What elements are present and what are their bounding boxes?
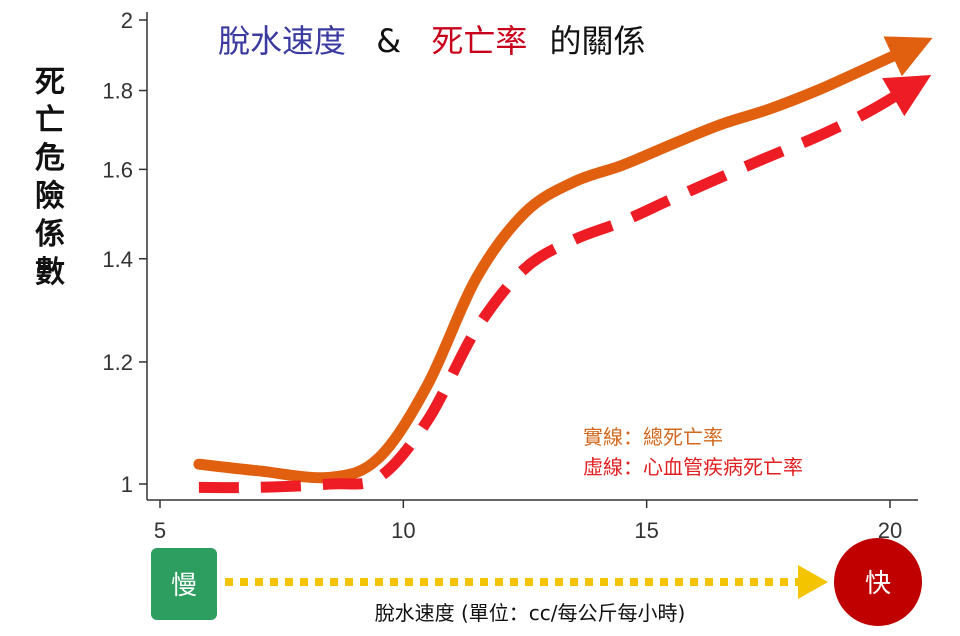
y-axis-label-char: 死 [35,65,65,100]
x-tick-label: 5 [154,518,166,543]
y-tick-label: 1.4 [102,247,133,272]
slow-badge-label: 慢 [171,571,197,601]
title-part-and: & [376,22,401,60]
series-line-total-mortality [193,36,933,484]
y-axis-label-char: 險 [35,179,65,214]
legend-entry-solid: 實線：總死亡率 [583,425,723,449]
y-tick-label: 1.2 [102,350,133,375]
x-axis-label: 脫水速度 (單位：cc/每公斤每小時) [375,601,686,625]
y-axis-label-char: 危 [35,141,65,176]
y-ticks: 1 1.2 1.4 1.6 1.8 2 [102,8,147,497]
y-tick-label: 2 [121,8,133,33]
chart-title: 脫水速度 & 死亡率 的關係 [218,22,646,60]
slow-badge [151,548,217,620]
x-tick-label: 10 [391,518,415,543]
y-axis-label-char: 係 [35,217,65,252]
x-tick-label: 15 [634,518,658,543]
fast-badge [834,538,922,626]
y-tick-label: 1.6 [102,157,133,182]
series-line-cardiovascular-mortality [198,74,932,494]
title-part-relation: 的關係 [550,22,646,60]
speed-arrow-head [798,565,828,599]
title-part-speed: 脫水速度 [218,22,346,60]
title-part-mortality: 死亡率 [431,22,527,60]
fast-badge-label: 快 [865,569,891,599]
legend-entry-dashed: 虛線：心血管疾病死亡率 [583,455,803,479]
y-tick-label: 1 [121,472,133,497]
x-ticks: 5 10 15 20 [154,500,902,543]
y-axis-label-char: 亡 [35,103,65,138]
y-axis-label-char: 數 [35,255,65,290]
y-tick-label: 1.8 [102,79,133,104]
